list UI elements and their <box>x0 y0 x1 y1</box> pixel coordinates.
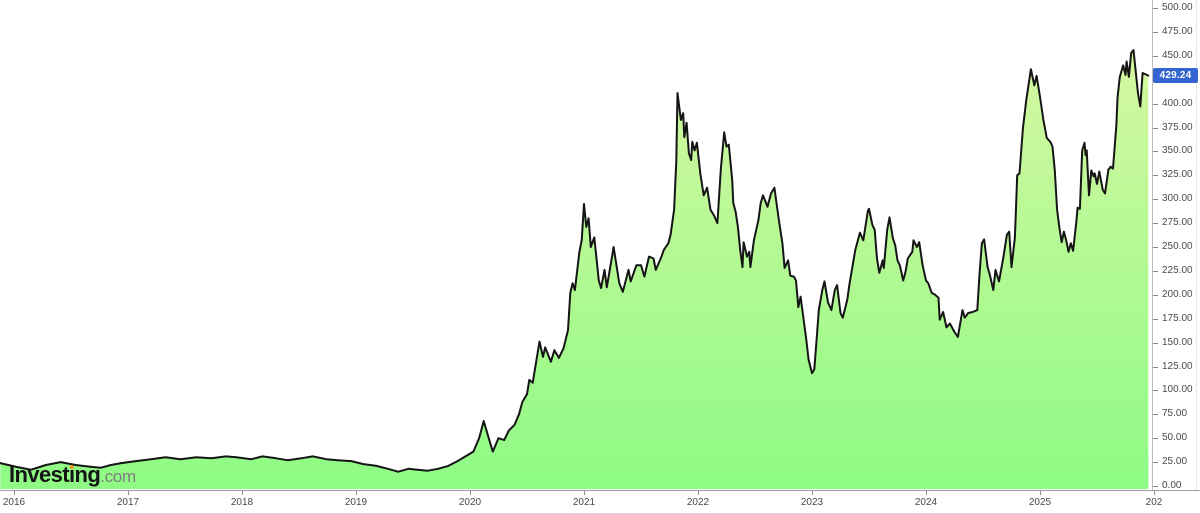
price-scale-tick <box>1153 438 1158 440</box>
price-scale-tick <box>1153 8 1158 9</box>
price-scale-tick <box>1153 414 1158 416</box>
time-scale-label: 2025 <box>1028 497 1052 508</box>
time-scale-label: 2020 <box>458 497 482 508</box>
price-scale-label: 400.00 <box>1162 97 1193 109</box>
price-scale-label: 25.00 <box>1162 456 1188 468</box>
price-scale-label: 125.00 <box>1162 360 1193 372</box>
price-scale-tick <box>1153 390 1158 392</box>
price-scale-label: 300.00 <box>1162 193 1193 205</box>
price-scale-tick <box>1153 247 1158 248</box>
time-scale-tick <box>470 491 471 495</box>
price-scale-tick <box>1153 318 1158 320</box>
price-area-chart[interactable] <box>0 0 1152 490</box>
price-scale-label: 325.00 <box>1162 169 1193 181</box>
price-scale-label: 75.00 <box>1162 408 1188 420</box>
time-scale-label: 2017 <box>116 497 140 508</box>
price-scale-tick <box>1153 127 1158 129</box>
time-scale-tick <box>356 491 357 495</box>
time-scale-tick <box>1154 491 1155 495</box>
price-scale-tick <box>1153 342 1158 344</box>
time-scale-tick <box>14 491 15 495</box>
time-scale-labels: 2016 2017 2018 2019 2020 2021 2022 2023 2024 2025… <box>0 491 1163 513</box>
investing-logo: Investi ng.com <box>9 462 136 488</box>
time-scale-tick <box>1040 491 1041 495</box>
price-scale-tick <box>1153 31 1158 33</box>
price-scale-tick <box>1153 462 1158 464</box>
price-scale-label: 150.00 <box>1162 336 1193 348</box>
price-scale-tick <box>1153 175 1158 177</box>
price-scale-label: 50.00 <box>1162 432 1188 444</box>
price-scale-label: 500.00 <box>1162 2 1193 13</box>
axis-edge-line <box>1196 0 1197 490</box>
logo-orange-dot-icon <box>69 464 74 469</box>
time-scale-label: 2024 <box>914 497 938 508</box>
logo-suffix-text: .com <box>100 467 136 486</box>
logo-brand-text: Investi ng <box>9 462 101 487</box>
price-scale-tick <box>1153 294 1158 296</box>
price-scale-label: 350.00 <box>1162 145 1193 157</box>
time-scale-label: 2019 <box>344 497 368 508</box>
time-scale-label: 2021 <box>572 497 596 508</box>
price-scale-tick <box>1153 270 1158 272</box>
price-line <box>0 49 1150 473</box>
current-price-tag: 429.24 <box>1153 68 1198 84</box>
price-scale-tick <box>1153 151 1158 153</box>
time-scale-label: 2016 <box>2 497 26 508</box>
time-scale-label: 2023 <box>800 497 824 508</box>
price-scale-label: 475.00 <box>1162 25 1193 37</box>
time-scale-label: 2018 <box>230 497 254 508</box>
time-scale-axis[interactable]: 2016 2017 2018 2019 2020 2021 2022 2023 2024 2025… <box>0 490 1200 513</box>
price-scale-label: 450.00 <box>1162 49 1193 61</box>
price-scale-label: 0.00 <box>1162 480 1182 491</box>
price-scale-tick <box>1153 223 1158 225</box>
price-scale-label: 250.00 <box>1162 241 1193 252</box>
price-scale-tick <box>1153 366 1158 368</box>
time-scale-tick <box>812 491 813 495</box>
price-scale-label: 375.00 <box>1162 121 1193 133</box>
price-scale-tick <box>1153 55 1158 57</box>
price-scale-label: 100.00 <box>1162 384 1193 396</box>
price-scale-tick <box>1153 486 1158 487</box>
time-scale-tick <box>584 491 585 495</box>
price-scale-tick <box>1153 199 1158 201</box>
time-scale-label: 202 <box>1145 497 1163 508</box>
price-scale-label: 175.00 <box>1162 312 1193 324</box>
time-scale-tick <box>128 491 129 495</box>
price-area-fill <box>0 50 1149 489</box>
time-scale-tick <box>698 491 699 495</box>
time-scale-tick <box>926 491 927 495</box>
price-scale-tick <box>1153 103 1158 105</box>
price-scale-label: 225.00 <box>1162 264 1193 276</box>
time-scale-label: 2022 <box>686 497 710 508</box>
price-scale-label: 200.00 <box>1162 288 1193 300</box>
price-scale-label: 275.00 <box>1162 217 1193 229</box>
time-scale-tick <box>242 491 243 495</box>
